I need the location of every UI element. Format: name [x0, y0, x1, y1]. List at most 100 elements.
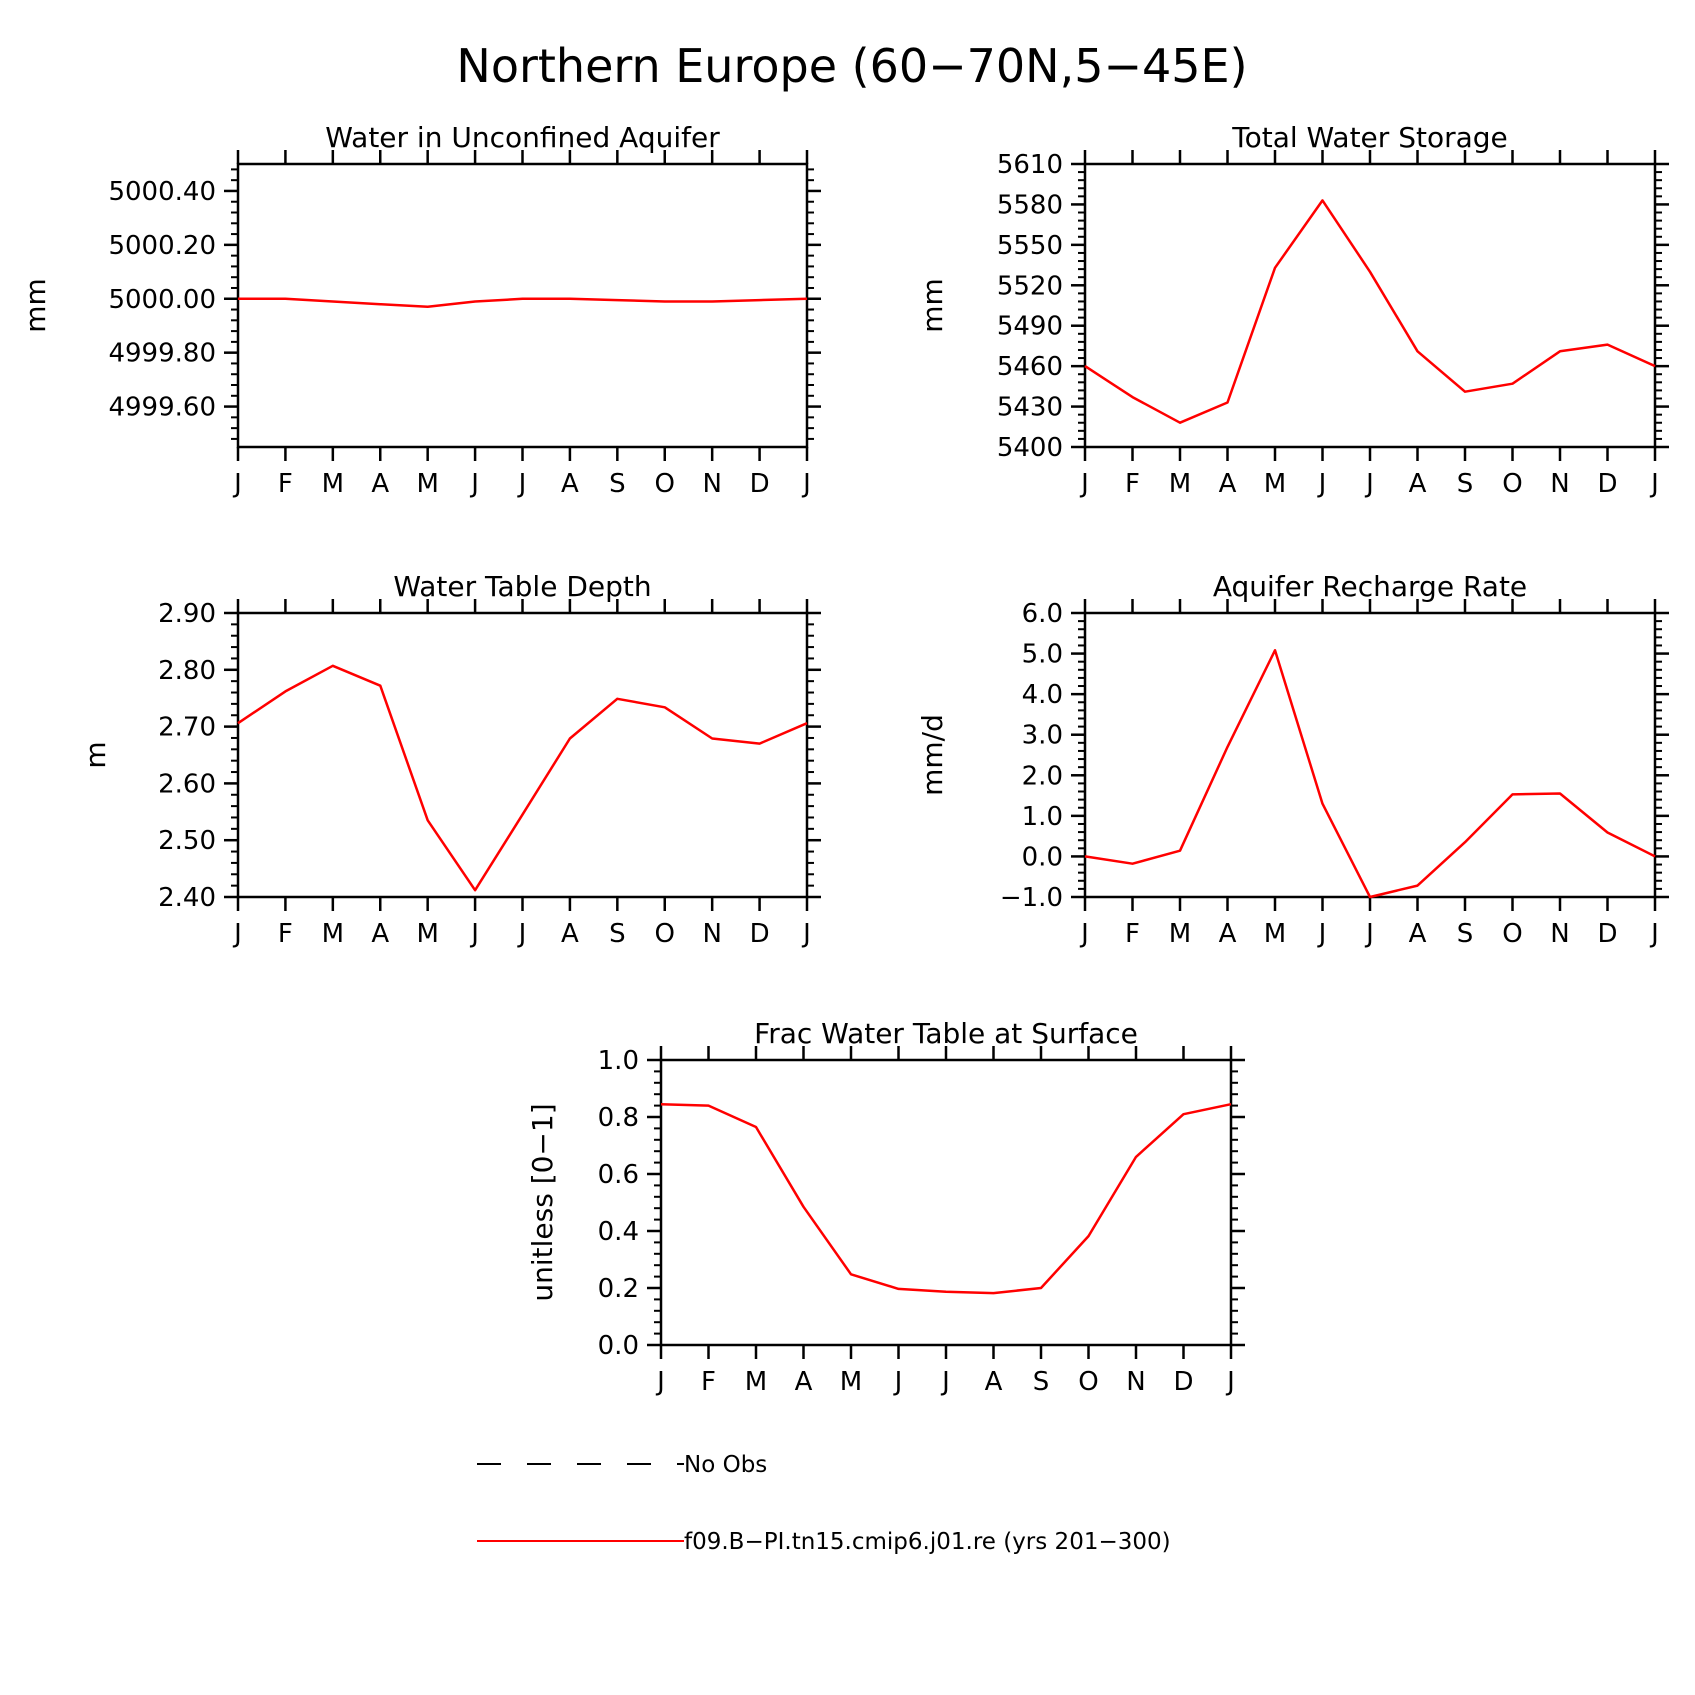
x-tick-label: A [1219, 919, 1237, 949]
y-tick-label: 0.2 [598, 1274, 639, 1304]
y-axis-label: mm [916, 278, 949, 333]
x-tick-label: J [801, 469, 811, 499]
y-tick-label: 5550 [997, 231, 1063, 261]
panel-title: Frac Water Table at Surface [754, 1017, 1138, 1050]
x-tick-label: A [795, 1367, 813, 1397]
x-tick-label: J [469, 469, 479, 499]
x-tick-label: O [1502, 919, 1522, 949]
y-tick-label: 1.0 [598, 1046, 639, 1076]
x-tick-label: J [1364, 919, 1374, 949]
x-tick-label: D [1597, 469, 1617, 499]
y-tick-label: 5460 [997, 352, 1063, 382]
figure-title: Northern Europe (60−70N,5−45E) [456, 39, 1247, 93]
y-tick-label: −1.0 [1000, 883, 1063, 913]
y-tick-label: 5400 [997, 433, 1063, 463]
x-tick-label: J [469, 919, 479, 949]
x-tick-label: A [1219, 469, 1237, 499]
y-tick-label: 2.60 [158, 769, 216, 799]
y-tick-label: 4999.80 [108, 339, 216, 369]
x-tick-label: J [1317, 919, 1327, 949]
x-tick-label: S [609, 469, 626, 499]
x-tick-label: M [322, 919, 344, 949]
x-tick-label: J [1649, 469, 1659, 499]
x-tick-label: J [232, 919, 242, 949]
x-tick-label: A [561, 919, 579, 949]
x-tick-label: O [655, 919, 675, 949]
x-tick-label: F [1125, 919, 1140, 949]
y-tick-label: 5000.20 [108, 231, 216, 261]
x-tick-label: N [1550, 919, 1569, 949]
x-tick-label: M [1169, 469, 1191, 499]
x-tick-label: N [702, 919, 721, 949]
y-axis-label: mm/d [916, 714, 949, 796]
legend-label-no-obs: No Obs [684, 1452, 767, 1478]
x-tick-label: M [840, 1367, 862, 1397]
y-tick-label: 5490 [997, 312, 1063, 342]
x-tick-label: F [278, 919, 293, 949]
y-tick-label: 5580 [997, 190, 1063, 220]
y-tick-label: 6.0 [1022, 599, 1063, 629]
x-tick-label: J [1225, 1367, 1235, 1397]
x-tick-label: M [1264, 919, 1286, 949]
x-tick-label: O [1502, 469, 1522, 499]
x-tick-label: S [609, 919, 626, 949]
x-tick-label: S [1457, 469, 1474, 499]
series-line-model [1084, 199, 1656, 424]
x-tick-label: J [1079, 469, 1089, 499]
y-tick-label: 4.0 [1022, 680, 1063, 710]
y-tick-label: 2.80 [158, 656, 216, 686]
x-tick-label: J [655, 1367, 665, 1397]
x-tick-label: N [1550, 469, 1569, 499]
plot-frame [659, 1058, 1233, 1347]
x-tick-label: J [232, 469, 242, 499]
y-tick-label: 2.50 [158, 826, 216, 856]
x-tick-label: J [893, 1367, 903, 1397]
x-tick-label: J [1364, 469, 1374, 499]
x-tick-label: A [1409, 469, 1427, 499]
y-axis-label: unitless [0−1] [526, 1103, 559, 1301]
y-tick-label: 0.6 [598, 1160, 639, 1190]
y-axis-label: m [79, 741, 112, 768]
panel-title: Total Water Storage [1231, 121, 1508, 154]
y-tick-label: 0.0 [598, 1331, 639, 1361]
legend: No Obs f09.B−PI.tn15.cmip6.j01.re (yrs 2… [477, 1452, 1171, 1555]
x-tick-label: J [1317, 469, 1327, 499]
x-tick-label: S [1033, 1367, 1050, 1397]
x-tick-label: M [416, 919, 438, 949]
y-tick-label: 2.70 [158, 713, 216, 743]
x-tick-label: F [701, 1367, 716, 1397]
y-axis-label: mm [19, 278, 52, 333]
y-tick-label: 2.0 [1022, 761, 1063, 791]
x-tick-label: S [1457, 919, 1474, 949]
y-tick-label: 2.40 [158, 883, 216, 913]
y-tick-label: 4999.60 [108, 393, 216, 423]
y-tick-label: 0.0 [1022, 842, 1063, 872]
x-tick-label: J [517, 469, 527, 499]
x-tick-label: M [416, 469, 438, 499]
panel-title: Aquifer Recharge Rate [1213, 570, 1527, 603]
x-tick-label: M [322, 469, 344, 499]
y-tick-label: 0.8 [598, 1103, 639, 1133]
y-tick-label: 0.4 [598, 1217, 639, 1247]
x-tick-label: D [1173, 1367, 1193, 1397]
x-tick-label: F [1125, 469, 1140, 499]
panel-title: Water Table Depth [393, 570, 651, 603]
plot-frame [236, 611, 809, 899]
x-tick-label: J [801, 919, 811, 949]
y-tick-label: 3.0 [1022, 721, 1063, 751]
x-tick-label: F [278, 469, 293, 499]
x-tick-label: D [1597, 919, 1617, 949]
x-tick-label: A [985, 1367, 1003, 1397]
series-line-model [238, 297, 808, 309]
x-tick-label: D [750, 469, 770, 499]
plot-frame [1083, 162, 1657, 449]
x-tick-label: A [1409, 919, 1427, 949]
x-tick-label: J [1079, 919, 1089, 949]
series-line-model [660, 1102, 1232, 1295]
plot-frame [236, 162, 809, 449]
